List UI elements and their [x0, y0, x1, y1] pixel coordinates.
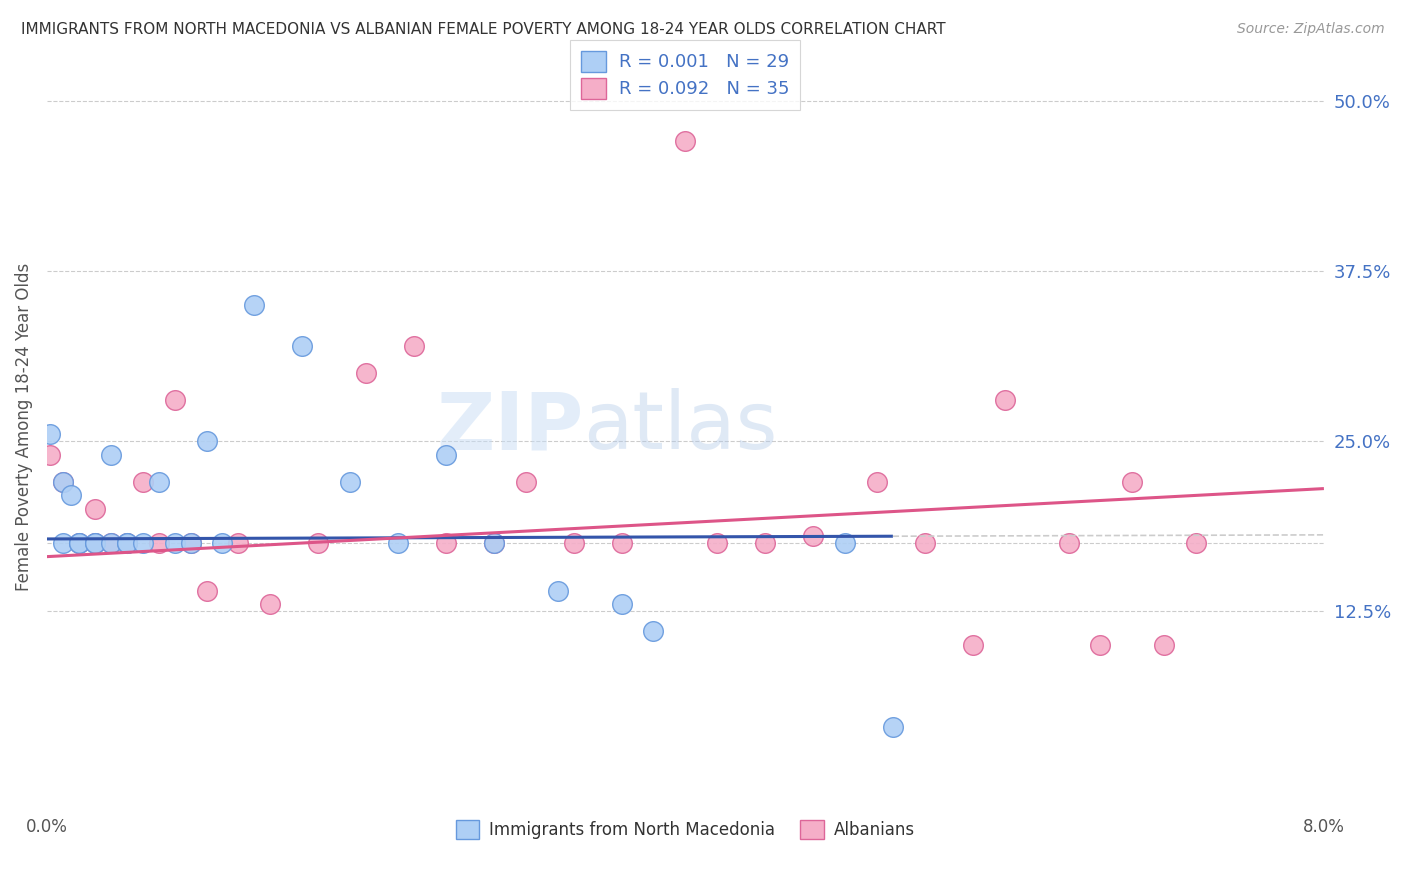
- Point: [67, 536, 90, 550]
- Point: [673, 135, 696, 149]
- Point: [195, 434, 218, 448]
- Point: [180, 536, 202, 550]
- Point: [610, 536, 633, 550]
- Point: [1153, 638, 1175, 652]
- Point: [547, 583, 569, 598]
- Point: [801, 529, 824, 543]
- Point: [259, 597, 281, 611]
- Point: [387, 536, 409, 550]
- Point: [866, 475, 889, 489]
- Y-axis label: Female Poverty Among 18-24 Year Olds: Female Poverty Among 18-24 Year Olds: [15, 263, 32, 591]
- Point: [180, 536, 202, 550]
- Point: [834, 536, 856, 550]
- Point: [39, 427, 62, 442]
- Point: [52, 475, 75, 489]
- Point: [1057, 536, 1080, 550]
- Point: [1185, 536, 1208, 550]
- Point: [83, 536, 105, 550]
- Point: [482, 536, 505, 550]
- Point: [1121, 475, 1143, 489]
- Point: [163, 536, 186, 550]
- Point: [610, 597, 633, 611]
- Point: [402, 339, 425, 353]
- Point: [434, 536, 457, 550]
- Point: [67, 536, 90, 550]
- Point: [243, 298, 266, 312]
- Point: [115, 536, 138, 550]
- Point: [643, 624, 665, 639]
- Point: [962, 638, 984, 652]
- Point: [706, 536, 728, 550]
- Point: [100, 536, 122, 550]
- Point: [1090, 638, 1112, 652]
- Text: Source: ZipAtlas.com: Source: ZipAtlas.com: [1237, 22, 1385, 37]
- Point: [83, 536, 105, 550]
- Point: [100, 448, 122, 462]
- Point: [307, 536, 329, 550]
- Point: [339, 475, 361, 489]
- Point: [52, 536, 75, 550]
- Point: [39, 448, 62, 462]
- Point: [434, 448, 457, 462]
- Legend: Immigrants from North Macedonia, Albanians: Immigrants from North Macedonia, Albania…: [450, 814, 921, 846]
- Point: [115, 536, 138, 550]
- Point: [148, 475, 170, 489]
- Point: [52, 475, 75, 489]
- Point: [754, 536, 776, 550]
- Text: IMMIGRANTS FROM NORTH MACEDONIA VS ALBANIAN FEMALE POVERTY AMONG 18-24 YEAR OLDS: IMMIGRANTS FROM NORTH MACEDONIA VS ALBAN…: [21, 22, 946, 37]
- Point: [131, 536, 153, 550]
- Point: [914, 536, 936, 550]
- Point: [83, 502, 105, 516]
- Point: [211, 536, 233, 550]
- Point: [354, 366, 377, 380]
- Point: [163, 393, 186, 408]
- Point: [131, 475, 153, 489]
- Point: [291, 339, 314, 353]
- Point: [228, 536, 250, 550]
- Point: [67, 536, 90, 550]
- Point: [59, 488, 82, 502]
- Text: ZIP: ZIP: [436, 388, 583, 467]
- Point: [994, 393, 1017, 408]
- Point: [515, 475, 537, 489]
- Text: atlas: atlas: [583, 388, 778, 467]
- Point: [148, 536, 170, 550]
- Point: [562, 536, 585, 550]
- Point: [882, 720, 904, 734]
- Point: [83, 536, 105, 550]
- Point: [115, 536, 138, 550]
- Point: [482, 536, 505, 550]
- Point: [195, 583, 218, 598]
- Point: [100, 536, 122, 550]
